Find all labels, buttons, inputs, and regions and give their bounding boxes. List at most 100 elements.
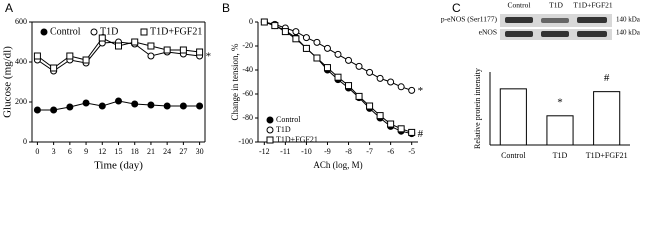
data-point [50, 106, 58, 114]
x-tick-label: -6 [387, 147, 394, 156]
blot-lane-label: Control [508, 1, 531, 10]
blot-size-label: 140 kDa [616, 16, 641, 24]
bar [593, 91, 621, 146]
y-tick-label: -60 [242, 89, 253, 98]
data-point [163, 102, 171, 110]
blot-row-label: p-eNOS (Ser1177) [441, 15, 498, 24]
annotation: # [604, 72, 610, 84]
data-point [292, 35, 300, 43]
x-tick-label: -11 [280, 147, 290, 156]
x-axis-label: ACh (log, M) [313, 160, 362, 170]
blot-band [505, 31, 533, 37]
y-tick-label: -100 [238, 137, 253, 146]
blot-band [577, 31, 607, 37]
x-tick-label: 9 [84, 147, 88, 156]
legend-label: T1D [100, 26, 118, 37]
x-tick-label: 30 [196, 147, 204, 156]
data-point [366, 68, 374, 76]
blot-band [577, 17, 607, 23]
y-axis-label: Glucose (mg/dl) [2, 46, 14, 118]
data-point [147, 52, 155, 60]
x-tick-label: -12 [259, 147, 270, 156]
data-point [82, 56, 90, 64]
x-tick-label: -9 [324, 147, 331, 156]
x-tick-label: 3 [52, 147, 56, 156]
data-point [196, 102, 204, 110]
data-point [82, 99, 90, 107]
x-tick-label: 24 [163, 147, 171, 156]
data-point [98, 102, 106, 110]
data-point [408, 86, 416, 94]
legend-label: T1D+FGF21 [150, 26, 202, 37]
annotation: * [418, 85, 424, 97]
data-point [115, 97, 122, 105]
data-point [147, 42, 155, 50]
y-axis-label: Relative protein intensity [473, 68, 482, 149]
annotation: # [418, 128, 424, 140]
data-point [345, 82, 353, 90]
data-point [397, 83, 405, 91]
data-point [179, 102, 187, 110]
data-point [376, 112, 384, 120]
x-tick-label: 12 [98, 147, 106, 156]
data-point [366, 102, 374, 110]
panel-label: C [452, 1, 461, 15]
annotation: * [206, 51, 212, 63]
data-point [98, 34, 106, 42]
x-tick-label: T1D+FGF21 [586, 151, 628, 160]
legend-label: T1D [276, 125, 291, 134]
figure: A 0 3 6 9 12 15 18 21 24 27 30 0 200 400 600 Time (day) G… [2, 1, 641, 172]
data-point [131, 38, 139, 46]
blot-row-label: eNOS [479, 28, 497, 37]
legend-label: T1D+FGF21 [276, 135, 318, 144]
data-point [323, 44, 331, 52]
data-point [387, 78, 395, 86]
x-tick-label: -8 [345, 147, 352, 156]
bar [499, 88, 527, 146]
x-tick-label: T1D [553, 151, 568, 160]
y-tick-label: -80 [242, 113, 253, 122]
data-point [334, 73, 342, 81]
blot-band [505, 17, 533, 23]
y-tick-label: 600 [15, 17, 27, 26]
data-point [196, 48, 204, 56]
y-tick-label: -20 [242, 41, 253, 50]
data-point [323, 64, 331, 72]
data-point [66, 52, 74, 60]
data-point [281, 28, 289, 36]
data-point [147, 101, 155, 109]
annotation: * [557, 96, 563, 108]
x-tick-label: 27 [179, 147, 187, 156]
legend-label: Control [50, 26, 81, 37]
blot-band [541, 31, 569, 37]
data-point [376, 74, 384, 82]
data-point [355, 92, 363, 100]
data-point [260, 18, 268, 26]
x-tick-label: 0 [35, 147, 39, 156]
data-point [355, 62, 363, 70]
x-tick-label: -10 [301, 147, 312, 156]
x-tick-label: Control [501, 151, 526, 160]
data-point [313, 54, 321, 62]
data-point [163, 46, 171, 54]
legend-marker [140, 28, 148, 36]
data-point [313, 38, 321, 46]
x-tick-label: 15 [115, 147, 123, 156]
data-point [302, 44, 310, 52]
legend-marker [266, 136, 274, 144]
y-axis-label: Change in tension, % [230, 43, 240, 120]
data-point [387, 120, 395, 128]
legend-label: Control [276, 115, 301, 124]
panel-label: A [5, 1, 13, 15]
x-tick-label: 6 [68, 147, 72, 156]
x-tick-label: 21 [147, 147, 155, 156]
panel-label: B [222, 1, 230, 15]
y-tick-label: 200 [15, 97, 27, 106]
legend-marker [266, 126, 274, 134]
data-point [50, 64, 58, 72]
data-point [66, 103, 74, 111]
data-point [292, 28, 300, 36]
blot-size-label: 140 kDa [616, 29, 641, 37]
data-point [271, 22, 279, 30]
legend-marker [266, 116, 274, 124]
